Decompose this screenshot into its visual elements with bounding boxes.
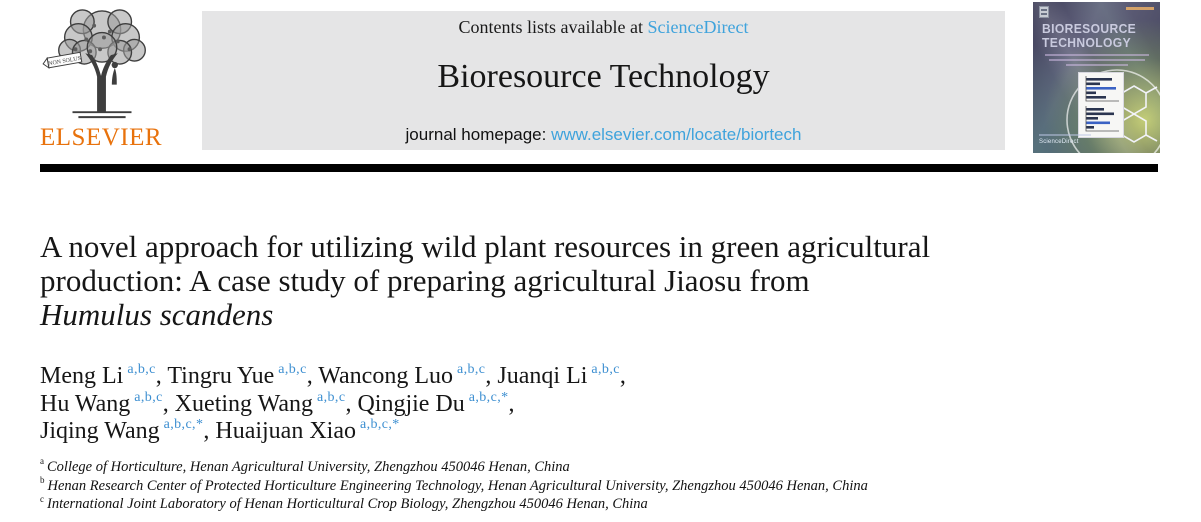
author-list: Meng Li a,b,c, Tingru Yue a,b,c, Wancong L… — [40, 363, 626, 446]
author-name: Juanqi Li — [497, 363, 588, 389]
affiliation-text: College of Horticulture, Henan Agricultu… — [47, 459, 570, 475]
journal-title: Bioresource Technology — [437, 58, 770, 95]
affiliation-marker: a — [40, 456, 44, 467]
author-affiliation-superscript: a,b,c — [134, 389, 163, 405]
contents-prefix-text: Contents lists available at — [458, 17, 648, 37]
elsevier-logo: NON SOLUS ELSEVIER — [40, 6, 170, 152]
affiliation-line: a College of Horticulture, Henan Agricult… — [40, 456, 868, 477]
affiliation-list: a College of Horticulture, Henan Agricult… — [40, 456, 868, 514]
author-affiliation-superscript: a,b,c — [456, 362, 486, 377]
cover-issn-text-bar — [1126, 7, 1154, 10]
article-title: A novel approach for utilizing wild plan… — [40, 230, 930, 332]
cover-chart-figure — [1078, 72, 1124, 138]
affiliation-line: c International Joint Laboratory of Henan… — [40, 493, 868, 514]
affiliation-marker: c — [40, 493, 44, 504]
author-affiliation-superscript: a,b,c — [317, 389, 346, 405]
sciencedirect-link[interactable]: ScienceDirect — [647, 17, 749, 37]
affiliation-text: Henan Research Center of Protected Horti… — [47, 477, 868, 494]
author-affiliation-superscript: a,b,c — [127, 362, 156, 377]
homepage-line: journal homepage: www.elsevier.com/locat… — [202, 125, 1005, 145]
author-name: Wancong Luo — [318, 363, 453, 389]
journal-homepage-link[interactable]: www.elsevier.com/locate/biortech — [551, 125, 802, 144]
author-affiliation-superscript: a,b,c,* — [163, 417, 204, 432]
article-title-line-2: production: A case study of preparing ag… — [40, 263, 810, 298]
contents-line: Contents lists available at ScienceDirec… — [202, 17, 1005, 38]
elsevier-wordmark: ELSEVIER — [40, 124, 163, 151]
author-affiliation-superscript: a,b,c,* — [468, 389, 509, 405]
author-name: Qingjie Du — [357, 390, 465, 417]
affiliation-line: b Henan Research Center of Protected Hort… — [40, 474, 868, 496]
author-name: Jiqing Wang — [40, 418, 160, 444]
author-name: Huaijuan Xiao — [215, 418, 356, 444]
article-title-line-3-species-name: Humulus scandens — [40, 297, 274, 332]
author-affiliation-superscript: a,b,c — [278, 362, 307, 377]
journal-banner: Contents lists available at ScienceDirec… — [202, 11, 1005, 150]
affiliation-text: International Joint Laboratory of Henan … — [47, 496, 648, 513]
author-name: Xueting Wang — [174, 390, 313, 417]
article-title-line-1: A novel approach for utilizing wild plan… — [40, 229, 931, 264]
author-name: Meng Li — [40, 363, 124, 389]
non-solus-ribbon-text: NON SOLUS — [48, 56, 81, 68]
homepage-prefix-text: journal homepage: — [405, 125, 552, 144]
elsevier-tree-icon: NON SOLUS — [42, 9, 146, 119]
header-divider-rule — [40, 164, 1158, 172]
author-line: Jiqing Wang a,b,c,*, Huaijuan Xiao a,b,c,* — [40, 417, 400, 445]
cover-journal-title: BIORESOURCE TECHNOLOGY — [1042, 21, 1137, 50]
author-affiliation-superscript: a,b,c,* — [359, 417, 400, 432]
cover-publisher-logo-icon — [1039, 6, 1049, 18]
affiliation-marker: b — [40, 474, 45, 485]
cover-footer-text-bar — [1039, 134, 1091, 136]
author-line: Meng Li a,b,c, Tingru Yue a,b,c, Wancong L… — [40, 362, 626, 390]
cover-sciencedirect-label: ScienceDirect — [1039, 139, 1079, 145]
journal-cover-thumbnail: BIORESOURCE TECHNOLOGY — [1033, 2, 1160, 153]
author-name: Hu Wang — [40, 390, 131, 417]
author-affiliation-superscript: a,b,c — [591, 362, 620, 377]
cover-subject-text-lines — [1033, 54, 1160, 69]
tree-trunk — [85, 53, 118, 113]
author-line: Hu Wang a,b,c, Xueting Wang a,b,c, Qingjie… — [40, 389, 515, 417]
author-name: Tingru Yue — [167, 363, 275, 389]
